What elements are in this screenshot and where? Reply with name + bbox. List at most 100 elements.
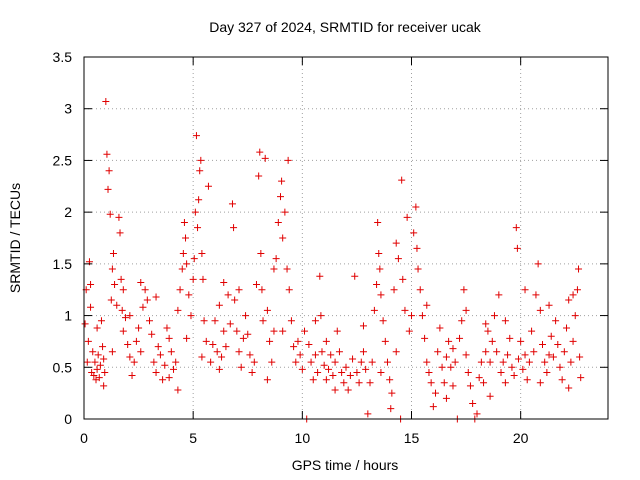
data-point bbox=[174, 386, 182, 394]
data-point bbox=[383, 358, 391, 366]
data-point bbox=[408, 312, 415, 320]
data-point bbox=[281, 208, 289, 216]
y-tick-label: 1 bbox=[64, 308, 72, 324]
data-point bbox=[159, 376, 167, 384]
data-point bbox=[220, 327, 228, 335]
data-point bbox=[100, 382, 108, 390]
data-point bbox=[259, 317, 267, 325]
data-point bbox=[462, 351, 470, 359]
data-point bbox=[109, 250, 117, 258]
data-point bbox=[84, 337, 92, 345]
data-point bbox=[106, 210, 114, 218]
data-point bbox=[521, 351, 529, 359]
data-point bbox=[279, 327, 287, 335]
data-point bbox=[333, 327, 341, 335]
data-point bbox=[161, 361, 169, 369]
data-point bbox=[423, 358, 431, 366]
data-point bbox=[331, 358, 339, 366]
data-point bbox=[329, 372, 337, 380]
data-point bbox=[377, 368, 385, 376]
data-point bbox=[209, 341, 217, 349]
data-point bbox=[386, 376, 394, 384]
data-point bbox=[344, 386, 352, 394]
data-point bbox=[121, 314, 129, 322]
data-point bbox=[549, 353, 557, 361]
data-point bbox=[183, 260, 191, 268]
data-point bbox=[150, 358, 158, 366]
data-point bbox=[235, 286, 243, 294]
data-point bbox=[398, 176, 406, 184]
data-point bbox=[298, 365, 306, 373]
data-point bbox=[146, 317, 153, 325]
data-point bbox=[211, 317, 219, 325]
data-point bbox=[170, 365, 178, 373]
data-point bbox=[525, 358, 533, 366]
data-point bbox=[135, 324, 143, 332]
data-point bbox=[90, 372, 98, 380]
data-point bbox=[534, 260, 542, 268]
data-point bbox=[256, 148, 264, 156]
data-point bbox=[413, 244, 421, 252]
data-point bbox=[436, 324, 444, 332]
data-point bbox=[119, 327, 127, 335]
data-point bbox=[103, 150, 111, 158]
data-point bbox=[284, 156, 292, 164]
data-point bbox=[101, 368, 109, 376]
data-point bbox=[335, 348, 343, 356]
data-point bbox=[394, 255, 402, 263]
data-point bbox=[218, 353, 226, 361]
data-point bbox=[294, 337, 302, 345]
data-point bbox=[486, 392, 494, 400]
data-point bbox=[126, 353, 134, 361]
data-point bbox=[108, 265, 116, 273]
data-point bbox=[316, 272, 324, 280]
data-point bbox=[536, 306, 544, 314]
data-point bbox=[194, 224, 202, 232]
data-point bbox=[376, 265, 384, 273]
data-point bbox=[195, 196, 203, 204]
data-point bbox=[373, 281, 381, 289]
data-point bbox=[353, 368, 361, 376]
y-tick-label: 2.5 bbox=[53, 152, 73, 168]
data-point bbox=[296, 351, 304, 359]
data-point bbox=[327, 351, 335, 359]
data-point bbox=[497, 368, 505, 376]
data-point bbox=[244, 330, 252, 338]
data-point bbox=[563, 324, 571, 332]
y-tick-label: 0.5 bbox=[53, 359, 73, 375]
data-point bbox=[116, 229, 124, 237]
data-point bbox=[220, 278, 228, 286]
data-point bbox=[322, 376, 330, 384]
data-point bbox=[464, 368, 472, 376]
data-point bbox=[113, 301, 121, 309]
data-point bbox=[272, 255, 280, 263]
data-point bbox=[83, 358, 91, 366]
data-point bbox=[532, 291, 540, 299]
data-point bbox=[545, 301, 553, 309]
y-tick-label: 2 bbox=[64, 204, 72, 220]
data-point bbox=[317, 312, 325, 320]
data-point bbox=[480, 379, 488, 387]
data-point bbox=[501, 379, 509, 387]
data-point bbox=[451, 358, 459, 366]
data-point bbox=[447, 363, 455, 371]
data-point bbox=[124, 341, 132, 349]
data-point bbox=[111, 281, 119, 289]
data-point bbox=[174, 306, 182, 314]
data-point bbox=[558, 376, 566, 384]
data-point bbox=[528, 327, 536, 335]
data-point bbox=[198, 353, 206, 361]
data-point bbox=[320, 361, 328, 369]
data-point bbox=[235, 348, 243, 356]
data-point bbox=[252, 281, 260, 289]
data-point bbox=[198, 250, 206, 258]
data-point bbox=[183, 334, 191, 342]
data-point bbox=[314, 368, 322, 376]
data-point bbox=[475, 374, 483, 382]
data-point bbox=[366, 379, 374, 387]
data-point bbox=[287, 317, 295, 325]
data-point bbox=[405, 327, 413, 335]
data-point bbox=[105, 167, 113, 175]
data-point bbox=[96, 361, 104, 369]
data-point bbox=[374, 218, 382, 226]
